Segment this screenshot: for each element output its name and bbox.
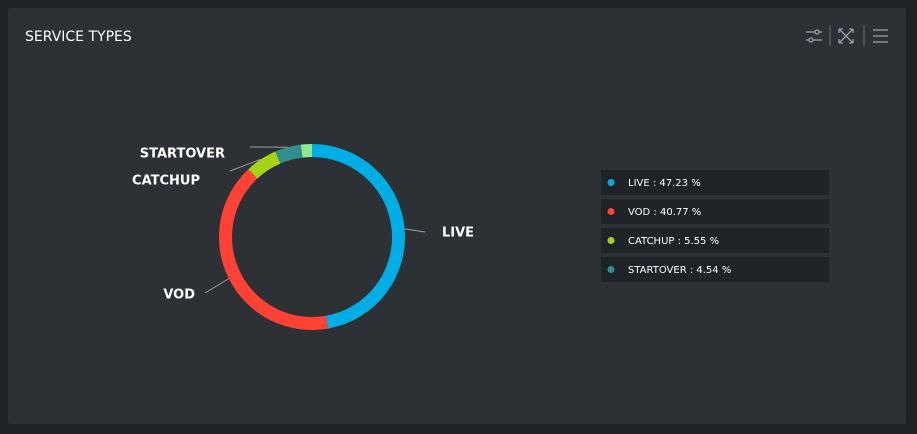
legend-label: VOD : 40.77 %	[628, 207, 701, 218]
toolbar	[806, 25, 888, 46]
donut-slice[interactable]	[218, 169, 329, 330]
donut-slice[interactable]	[248, 151, 281, 179]
legend-marker	[607, 237, 615, 244]
legend-label: CATCHUP : 5.55 %	[628, 236, 719, 247]
legend-marker	[607, 266, 615, 273]
donut-slice[interactable]	[300, 144, 312, 158]
donut-slice[interactable]	[312, 144, 406, 329]
legend-row[interactable]	[601, 257, 829, 282]
donut-slice[interactable]	[275, 144, 303, 164]
slice-label: CATCHUP	[132, 174, 200, 189]
legend-marker	[607, 208, 615, 215]
slice-label: VOD	[163, 288, 195, 303]
legend-row[interactable]	[601, 199, 829, 224]
panel	[8, 8, 906, 424]
menu-icon[interactable]	[873, 29, 888, 43]
settings-icon[interactable]	[806, 29, 822, 43]
slice-label: LIVE	[442, 226, 474, 241]
chart-title: SERVICE TYPES	[25, 29, 132, 45]
slice-label: STARTOVER	[140, 147, 225, 162]
legend-marker	[607, 179, 615, 186]
legend-label: STARTOVER : 4.54 %	[628, 265, 731, 276]
leader-line	[204, 278, 230, 294]
legend-label: LIVE : 47.23 %	[628, 178, 701, 189]
legend-row[interactable]	[601, 170, 829, 195]
legend-row[interactable]	[601, 228, 829, 253]
leader-line	[404, 228, 426, 233]
leader-line	[229, 158, 262, 172]
expand-icon[interactable]	[838, 28, 854, 44]
